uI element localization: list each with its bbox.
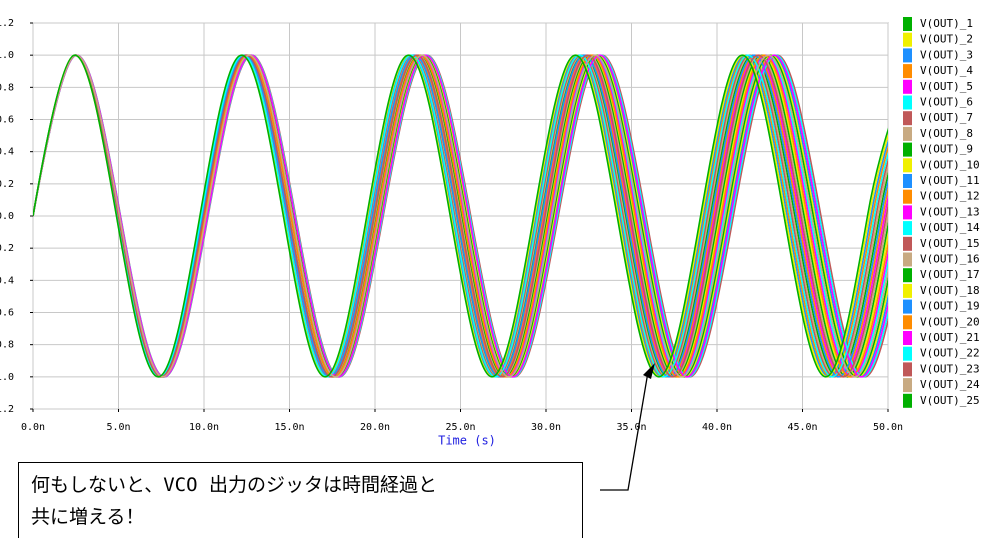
legend-label: V(OUT)_17	[920, 268, 980, 281]
legend-label: V(OUT)_13	[920, 205, 980, 218]
legend-label: V(OUT)_8	[920, 127, 973, 140]
legend-label: V(OUT)_21	[920, 331, 980, 344]
x-tick-label: 50.0n	[873, 422, 903, 433]
legend-label: V(OUT)_16	[920, 253, 980, 266]
legend-label: V(OUT)_25	[920, 394, 980, 407]
series-line	[33, 54, 888, 378]
callout-arrow	[643, 363, 655, 379]
legend-swatch	[903, 283, 912, 298]
legend-label: V(OUT)_7	[920, 111, 973, 124]
legend-swatch	[903, 331, 912, 345]
legend-label: V(OUT)_20	[920, 315, 980, 328]
y-tick-label: 1.2	[0, 18, 14, 29]
x-tick-label: 15.0n	[274, 422, 304, 433]
y-tick-label: 0.0	[0, 211, 14, 222]
legend-swatch	[903, 95, 912, 110]
x-axis-label: Time (s)	[438, 434, 496, 448]
legend-swatch	[903, 174, 912, 188]
legend-swatch	[903, 142, 912, 157]
legend-swatch	[903, 252, 912, 267]
legend-swatch	[903, 32, 912, 47]
series-line	[33, 54, 888, 378]
legend-swatch	[903, 378, 912, 393]
legend-label: V(OUT)_19	[920, 300, 980, 313]
legend-swatch	[903, 48, 912, 63]
legend-label: V(OUT)_3	[920, 48, 973, 61]
series-line	[33, 54, 888, 378]
y-tick-label: -0.8	[0, 340, 14, 351]
legend-swatch	[903, 299, 912, 314]
legend-swatch	[903, 111, 912, 126]
legend-swatch	[903, 205, 912, 220]
legend-swatch	[903, 346, 912, 361]
legend-label: V(OUT)_4	[920, 64, 973, 77]
x-tick-label: 10.0n	[189, 422, 219, 433]
legend-swatch	[903, 362, 912, 377]
legend-label: V(OUT)_1	[920, 17, 973, 30]
y-tick-label: 0.6	[0, 115, 14, 126]
x-tick-label: 45.0n	[787, 422, 817, 433]
legend-label: V(OUT)_15	[920, 237, 980, 250]
x-tick-label: 35.0n	[616, 422, 646, 433]
x-tick-label: 25.0n	[445, 422, 475, 433]
callout-line	[600, 371, 649, 491]
legend-label: V(OUT)_10	[920, 158, 980, 171]
annotation-box: 何もしないと、VCO 出力のジッタは時間経過と 共に増える！	[18, 462, 583, 538]
series-line	[33, 54, 888, 378]
legend-label: V(OUT)_6	[920, 96, 973, 109]
x-tick-label: 20.0n	[360, 422, 390, 433]
y-tick-label: -0.6	[0, 308, 14, 319]
x-tick-label: 40.0n	[702, 422, 732, 433]
legend-swatch	[903, 189, 912, 204]
y-tick-label: -0.4	[0, 275, 14, 286]
legend-swatch	[903, 315, 912, 330]
y-tick-label: 0.4	[0, 147, 14, 158]
y-tick-label: 1.0	[0, 50, 14, 61]
x-tick-label: 0.0n	[21, 422, 45, 433]
legend-swatch	[903, 17, 912, 31]
legend-label: V(OUT)_23	[920, 362, 980, 375]
legend-swatch	[903, 236, 912, 251]
legend-swatch	[903, 64, 912, 79]
series-lines	[33, 54, 888, 378]
annotation-line: 共に増える！	[31, 506, 145, 528]
legend-swatch	[903, 126, 912, 141]
legend-label: V(OUT)_22	[920, 347, 980, 360]
legend-swatch	[903, 221, 912, 236]
y-tick-label: 0.8	[0, 82, 14, 93]
y-tick-label: -1.0	[0, 372, 14, 383]
legend-swatch	[903, 158, 912, 173]
legend-swatch	[903, 393, 912, 408]
legend-label: V(OUT)_2	[920, 33, 973, 46]
x-tick-label: 5.0n	[106, 422, 130, 433]
legend-swatch	[903, 268, 912, 283]
y-tick-label: 0.2	[0, 179, 14, 190]
legend-label: V(OUT)_5	[920, 80, 973, 93]
legend-label: V(OUT)_18	[920, 284, 980, 297]
legend-label: V(OUT)_9	[920, 143, 973, 156]
y-tick-label: -0.2	[0, 243, 14, 254]
series-line	[33, 54, 888, 378]
legend-label: V(OUT)_12	[920, 190, 980, 203]
annotation-line: 何もしないと、VCO 出力のジッタは時間経過と	[31, 474, 437, 496]
legend-label: V(OUT)_11	[920, 174, 980, 187]
x-tick-label: 30.0n	[531, 422, 561, 433]
series-line	[33, 54, 888, 378]
legend-label: V(OUT)_14	[920, 221, 980, 234]
series-line	[33, 54, 888, 378]
legend-swatch	[903, 79, 912, 94]
legend-label: V(OUT)_24	[920, 378, 980, 391]
y-tick-label: -1.2	[0, 404, 14, 415]
